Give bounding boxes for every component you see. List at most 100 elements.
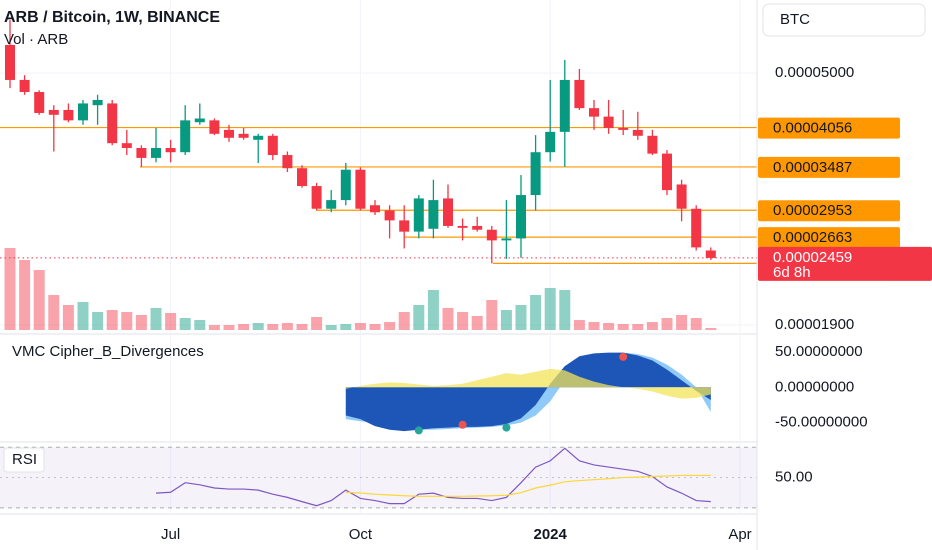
candle-body — [48, 109, 59, 115]
price-axis: 0.00005000 0.00001900 0.00004056 0.00003487… — [758, 64, 932, 486]
y-tick-label: 50.00000000 — [775, 343, 863, 360]
candle-body — [78, 103, 88, 121]
volume-bar — [559, 290, 571, 330]
candle-body — [282, 155, 293, 169]
level-label: 0.00002663 — [773, 229, 852, 246]
rsi-line — [345, 474, 711, 497]
signal-dot — [458, 420, 467, 429]
candle-body — [92, 99, 103, 106]
volume-bar — [267, 324, 279, 330]
volume-bar — [92, 312, 104, 330]
volume-bar — [457, 312, 469, 330]
y-tick-label: 50.00 — [775, 469, 813, 486]
candle-body — [691, 208, 702, 248]
time-tick-label: Apr — [728, 526, 751, 543]
candle-body — [5, 44, 15, 80]
candle-body — [603, 116, 614, 128]
pane-title-box — [3, 447, 45, 473]
candle-body — [428, 200, 439, 229]
volume-bar — [281, 323, 293, 330]
pane-title: RSI — [12, 451, 37, 468]
volume-bar — [427, 290, 439, 330]
chart-title: ARB / Bitcoin, 1W, BINANCE — [4, 9, 220, 26]
volume-bar — [150, 308, 162, 330]
time-tick-label: Jul — [161, 526, 180, 543]
candle-body — [501, 238, 512, 241]
volume-bar — [661, 318, 673, 330]
candle-body — [194, 118, 205, 123]
volume-bar — [690, 318, 702, 330]
candle-body — [253, 135, 264, 140]
candle-body — [618, 127, 629, 130]
candle-body — [530, 152, 541, 196]
candle-body — [19, 79, 30, 92]
level-label-box — [758, 227, 900, 249]
volume-bar — [238, 324, 250, 330]
candle-body — [121, 143, 132, 149]
currency-label[interactable]: BTC — [780, 11, 810, 28]
signal-dot — [414, 426, 423, 435]
volume-bar — [135, 315, 147, 330]
volume-bar — [223, 325, 235, 330]
volume-bar — [62, 305, 74, 330]
volume-bar — [398, 312, 410, 330]
volume-bar — [646, 322, 658, 330]
volume-bar — [442, 308, 454, 330]
level-label-box — [758, 156, 900, 178]
time-tick-label: Oct — [349, 526, 373, 543]
candle-body — [151, 148, 161, 158]
volume-bar — [252, 323, 264, 330]
candle-body — [676, 184, 687, 209]
y-tick-label: 0.00000000 — [775, 378, 854, 395]
volume-bar — [515, 305, 527, 330]
candle-body — [63, 109, 74, 121]
candle-body — [370, 205, 380, 213]
candle-body — [574, 79, 585, 109]
candle-body — [297, 168, 307, 187]
candle-body — [34, 91, 45, 113]
volume-bar — [500, 310, 512, 330]
volume-bar — [4, 248, 16, 330]
candle-body — [559, 79, 570, 132]
pane-title: VMC Cipher_B_Divergences — [12, 343, 204, 360]
volume-bar — [121, 312, 133, 330]
volume-bar — [48, 295, 60, 330]
volume-bar — [530, 295, 542, 330]
volume-bar — [19, 260, 31, 330]
volume-bar — [296, 324, 308, 330]
currency-button[interactable] — [762, 3, 926, 37]
volume-bar — [617, 324, 629, 330]
signal-dot — [619, 352, 628, 361]
candle-body — [457, 225, 468, 228]
candle-body — [705, 250, 716, 258]
last-price-label: 0.00002459 — [773, 249, 852, 266]
candle-body — [662, 153, 672, 191]
volume-label: Vol · ARB — [4, 31, 68, 48]
candle-body — [545, 131, 556, 153]
volume-bar — [573, 320, 585, 330]
candle-body — [399, 220, 410, 232]
last-price-box — [758, 246, 932, 281]
volume-bar — [106, 310, 118, 330]
y-tick-label: 0.00005000 — [775, 64, 854, 81]
level-label-box — [758, 200, 900, 222]
volume-bar — [486, 300, 498, 330]
volume-bar — [179, 318, 191, 330]
volume-bar — [603, 323, 615, 330]
wave-area — [345, 352, 711, 432]
volume-bar — [544, 288, 556, 330]
volume-bar — [471, 316, 483, 330]
volume-bar — [354, 323, 366, 330]
volume-bar — [588, 322, 600, 330]
candle-body — [355, 169, 366, 209]
candle-body — [589, 108, 599, 117]
volume-bar — [632, 324, 644, 330]
candle-body — [632, 129, 643, 136]
volume-bar — [705, 328, 717, 330]
volume-bar — [311, 317, 323, 330]
volume-bar — [77, 302, 89, 330]
volume-bar — [369, 324, 381, 330]
